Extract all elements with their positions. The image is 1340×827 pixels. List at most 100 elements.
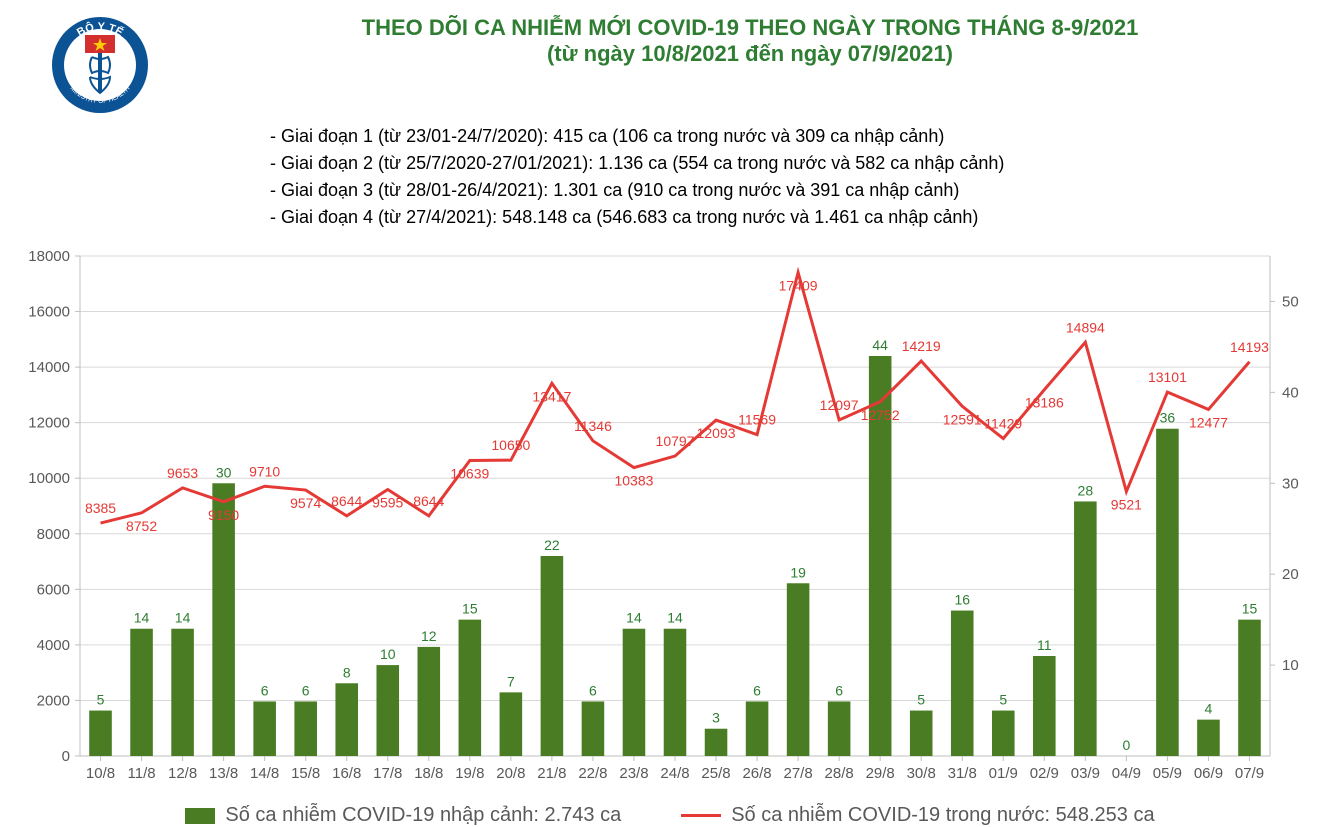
svg-text:4: 4	[1205, 701, 1213, 717]
svg-text:13101: 13101	[1148, 369, 1187, 385]
svg-text:12093: 12093	[697, 425, 736, 441]
chart-legend: Số ca nhiễm COVID-19 nhập cảnh: 2.743 ca…	[10, 804, 1330, 827]
svg-text:30: 30	[1282, 475, 1299, 492]
svg-text:10639: 10639	[450, 465, 489, 481]
covid-chart: 0200040006000800010000120001400016000180…	[10, 236, 1330, 796]
svg-text:19/8: 19/8	[455, 765, 484, 782]
svg-text:15: 15	[462, 601, 478, 617]
svg-text:06/9: 06/9	[1194, 765, 1223, 782]
svg-text:31/8: 31/8	[948, 765, 977, 782]
svg-text:25/8: 25/8	[701, 765, 730, 782]
svg-text:10000: 10000	[28, 470, 70, 487]
svg-text:04/9: 04/9	[1112, 765, 1141, 782]
svg-text:9595: 9595	[372, 494, 403, 510]
legend-bar-text: Số ca nhiễm COVID-19 nhập cảnh: 2.743 ca	[225, 804, 621, 827]
subtitle-block: - Giai đoạn 1 (từ 23/01-24/7/2020): 415 …	[270, 123, 1330, 231]
subtitle-3: - Giai đoạn 3 (từ 28/01-26/4/2021): 1.30…	[270, 177, 1330, 204]
svg-text:14: 14	[626, 610, 642, 626]
svg-text:12097: 12097	[820, 397, 859, 413]
svg-text:11/8: 11/8	[128, 765, 156, 782]
legend-bar-swatch	[185, 808, 215, 824]
svg-text:16/8: 16/8	[332, 765, 361, 782]
svg-text:11346: 11346	[574, 418, 612, 434]
svg-text:6: 6	[835, 682, 843, 698]
svg-text:12591: 12591	[943, 411, 982, 427]
svg-text:50: 50	[1282, 293, 1299, 310]
svg-text:14: 14	[667, 610, 683, 626]
svg-text:16: 16	[954, 592, 970, 608]
svg-text:5: 5	[97, 692, 105, 708]
svg-text:8752: 8752	[126, 518, 157, 534]
svg-text:36: 36	[1160, 410, 1176, 426]
svg-text:14/8: 14/8	[250, 765, 279, 782]
svg-text:40: 40	[1282, 384, 1299, 401]
svg-text:10/8: 10/8	[86, 765, 115, 782]
legend-line-swatch	[681, 814, 721, 817]
svg-text:9653: 9653	[167, 465, 198, 481]
ministry-logo: BỘ Y TẾ MINISTRY OF HEALTH	[50, 15, 150, 115]
svg-text:12477: 12477	[1189, 414, 1228, 430]
svg-text:6: 6	[302, 682, 310, 698]
svg-text:6: 6	[261, 682, 269, 698]
svg-text:01/9: 01/9	[989, 765, 1018, 782]
svg-text:20/8: 20/8	[496, 765, 525, 782]
svg-text:22/8: 22/8	[578, 765, 607, 782]
svg-text:2000: 2000	[37, 692, 70, 709]
svg-text:28: 28	[1078, 482, 1094, 498]
svg-text:18/8: 18/8	[414, 765, 443, 782]
svg-text:9521: 9521	[1111, 497, 1142, 513]
legend-line-text: Số ca nhiễm COVID-19 trong nước: 548.253…	[731, 804, 1154, 827]
svg-text:14193: 14193	[1230, 339, 1269, 355]
svg-text:27/8: 27/8	[784, 765, 813, 782]
svg-text:21/8: 21/8	[537, 765, 566, 782]
svg-text:10650: 10650	[491, 437, 530, 453]
title-line-1: THEO DÕI CA NHIỄM MỚI COVID-19 THEO NGÀY…	[170, 15, 1330, 41]
legend-item-bars: Số ca nhiễm COVID-19 nhập cảnh: 2.743 ca	[185, 804, 621, 827]
svg-text:7: 7	[507, 673, 515, 689]
svg-text:28/8: 28/8	[825, 765, 854, 782]
svg-text:02/9: 02/9	[1030, 765, 1059, 782]
svg-text:0: 0	[1122, 737, 1130, 753]
svg-text:8000: 8000	[37, 526, 70, 543]
subtitle-1: - Giai đoạn 1 (từ 23/01-24/7/2020): 415 …	[270, 123, 1330, 150]
svg-text:5: 5	[917, 692, 925, 708]
svg-text:15/8: 15/8	[291, 765, 320, 782]
svg-text:14894: 14894	[1066, 319, 1105, 335]
svg-text:6: 6	[753, 682, 761, 698]
svg-text:29/8: 29/8	[866, 765, 895, 782]
svg-text:17/8: 17/8	[373, 765, 402, 782]
svg-text:20: 20	[1282, 566, 1299, 583]
svg-text:44: 44	[872, 337, 888, 353]
svg-text:14: 14	[175, 610, 191, 626]
svg-text:30: 30	[216, 464, 232, 480]
svg-text:26/8: 26/8	[742, 765, 771, 782]
svg-text:3: 3	[712, 710, 720, 726]
svg-text:8644: 8644	[331, 493, 362, 509]
svg-text:19: 19	[790, 564, 806, 580]
svg-text:9574: 9574	[290, 495, 321, 511]
svg-text:22: 22	[544, 537, 560, 553]
svg-text:30/8: 30/8	[907, 765, 936, 782]
svg-text:12: 12	[421, 628, 437, 644]
svg-text:9710: 9710	[249, 463, 280, 479]
svg-text:23/8: 23/8	[619, 765, 648, 782]
svg-text:8644: 8644	[413, 493, 444, 509]
svg-text:14219: 14219	[902, 338, 941, 354]
svg-text:12/8: 12/8	[168, 765, 197, 782]
svg-text:9150: 9150	[208, 507, 239, 523]
svg-text:16000: 16000	[28, 304, 70, 321]
svg-text:10: 10	[1282, 657, 1299, 674]
svg-text:13/8: 13/8	[209, 765, 238, 782]
svg-text:5: 5	[999, 692, 1007, 708]
svg-text:18000: 18000	[28, 248, 70, 265]
svg-text:4000: 4000	[37, 637, 70, 654]
svg-text:10: 10	[380, 646, 396, 662]
svg-text:11569: 11569	[738, 412, 776, 428]
svg-text:14000: 14000	[28, 359, 70, 376]
svg-text:8385: 8385	[85, 500, 116, 516]
svg-text:13417: 13417	[532, 388, 571, 404]
svg-text:12752: 12752	[861, 407, 900, 423]
svg-text:13186: 13186	[1025, 395, 1064, 411]
svg-text:10383: 10383	[614, 473, 653, 489]
subtitle-2: - Giai đoạn 2 (từ 25/7/2020-27/01/2021):…	[270, 150, 1330, 177]
